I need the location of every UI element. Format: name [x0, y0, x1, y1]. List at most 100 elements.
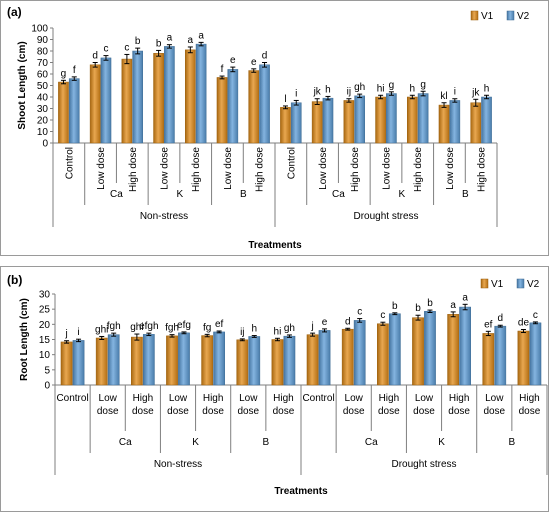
significance-label: kl [440, 91, 447, 102]
bar-v2 [481, 96, 492, 144]
significance-label: e [230, 55, 236, 66]
significance-label: h [325, 84, 331, 95]
bar-v2 [178, 332, 190, 386]
bar-v1 [406, 96, 418, 144]
nutrient-label: K [192, 437, 199, 448]
significance-label: d [497, 313, 503, 324]
category-label: Low dose [167, 393, 189, 417]
significance-label: fg [203, 322, 211, 333]
y-tick-label: 60 [37, 70, 49, 81]
significance-label: gh [354, 82, 365, 93]
category-label: Low dose [445, 147, 456, 190]
category-label: Low dose [413, 393, 435, 417]
category-label: Low dose [483, 393, 505, 417]
significance-label: c [533, 310, 538, 321]
significance-label: l [284, 94, 286, 105]
bar-v1 [216, 77, 228, 144]
bar-v2 [259, 64, 270, 144]
bar-v2 [132, 50, 144, 144]
y-tick-label: 25 [39, 305, 51, 316]
bar-v1 [280, 107, 291, 144]
bar-v1 [306, 334, 319, 386]
significance-label: i [454, 87, 456, 98]
nutrient-label: Ca [332, 189, 345, 200]
y-tick-label: 40 [37, 93, 49, 104]
category-label: Low dose [160, 147, 171, 190]
significance-label: c [103, 44, 108, 55]
significance-label: a [167, 33, 173, 44]
y-tick-label: 90 [37, 35, 49, 46]
bar-v2 [213, 331, 225, 386]
significance-label: jk [471, 87, 480, 98]
bar-v2 [417, 93, 429, 144]
bar-v1 [482, 333, 495, 386]
bar-v2 [322, 97, 334, 144]
bar-v2 [290, 102, 302, 144]
significance-label: g [389, 80, 395, 91]
bar-v1 [201, 335, 214, 386]
significance-label: ghi [95, 324, 108, 335]
condition-label: Drought stress [391, 459, 456, 470]
category-label: Low dose [223, 147, 234, 190]
bar-v2 [424, 311, 436, 386]
legend-label: V1 [481, 11, 494, 22]
significance-label: jk [313, 87, 322, 98]
nutrient-label: K [177, 189, 184, 200]
root-length-chart-panel: (b) 0 5 10 15 20 25 30 Root Length (cm) Control Lo… [0, 266, 549, 512]
y-tick-label: 30 [37, 104, 49, 115]
y-tick-label: 20 [39, 320, 51, 331]
bar-v1 [341, 328, 354, 386]
category-label: Control [64, 147, 75, 179]
legend-swatch [480, 278, 489, 289]
significance-label: hi [377, 83, 385, 94]
significance-label: a [188, 35, 194, 46]
category-label: Control [302, 393, 334, 404]
significance-label: f [73, 65, 76, 76]
y-tick-label: 80 [37, 47, 49, 58]
y-tick-label: 10 [37, 127, 49, 138]
significance-label: ij [347, 87, 351, 98]
bar-v2 [72, 340, 85, 386]
bar-v1 [375, 96, 386, 144]
bar-v1 [517, 330, 530, 386]
category-label: High dose [255, 147, 266, 192]
y-tick-label: 50 [37, 81, 49, 92]
condition-label: Non-stress [140, 211, 188, 222]
bar-v1 [58, 81, 69, 144]
category-label: High dose [350, 147, 361, 192]
significance-label: ij [240, 327, 244, 338]
nutrient-label: K [399, 189, 406, 200]
significance-label: hi [274, 326, 282, 337]
bar-v2 [449, 100, 461, 144]
bar-v1 [412, 317, 424, 386]
significance-label: e [251, 57, 257, 68]
significance-label: b [392, 301, 398, 312]
y-tick-label: 0 [42, 139, 48, 150]
significance-label: de [518, 317, 530, 328]
y-tick-label: 30 [39, 290, 51, 301]
significance-label: h [251, 324, 257, 335]
bar-v1 [184, 49, 196, 144]
bar-v1 [89, 64, 101, 144]
significance-label: j [310, 321, 313, 332]
y-tick-label: 10 [39, 350, 51, 361]
significance-label: j [64, 329, 67, 340]
significance-label: b [427, 298, 433, 309]
category-label: Control [56, 393, 88, 404]
y-axis-title: Root Length (cm) [19, 298, 30, 381]
category-label: High dose [519, 393, 541, 417]
bar-v1 [470, 102, 482, 144]
significance-label: fgh [107, 321, 121, 332]
bar-v2 [142, 334, 155, 386]
bar-v2 [459, 306, 471, 386]
significance-label: c [380, 310, 385, 321]
significance-label: efg [177, 320, 191, 331]
nutrient-label: B [462, 189, 469, 200]
bar-v2 [100, 57, 112, 144]
bar-v1 [131, 336, 143, 386]
significance-label: f [221, 64, 224, 75]
category-label: Low dose [382, 147, 393, 190]
bar-v2 [248, 336, 261, 386]
bar-v1 [60, 341, 73, 386]
nutrient-label: K [438, 437, 445, 448]
